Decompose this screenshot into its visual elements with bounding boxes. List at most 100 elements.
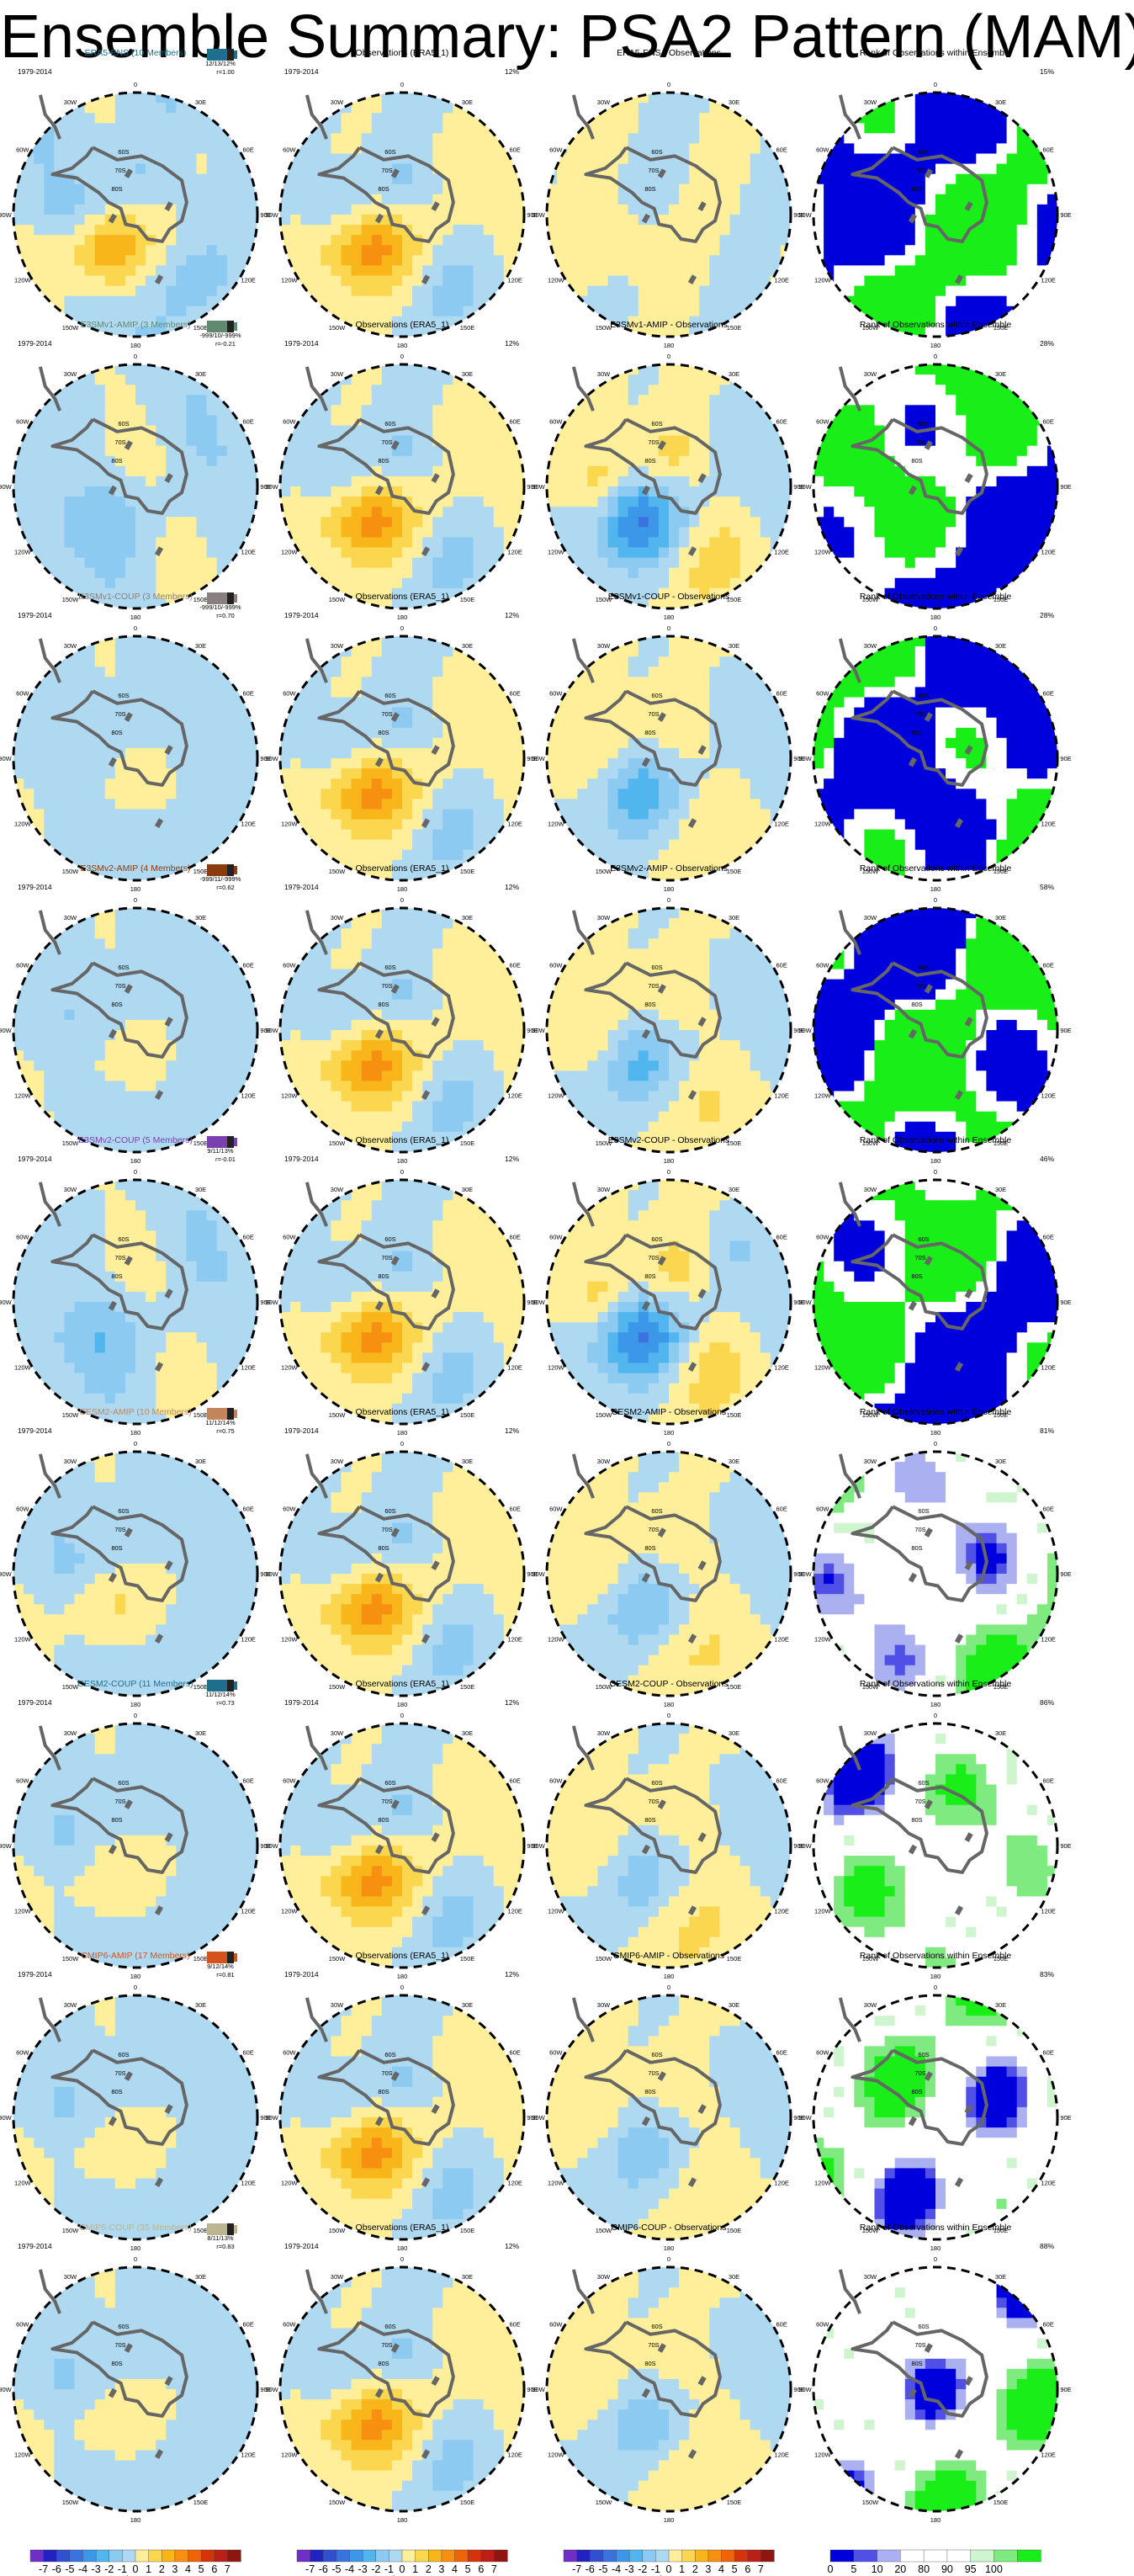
- antarctica-coastline: [584, 2320, 722, 2418]
- colorbar-tick: 5: [465, 2563, 471, 2575]
- lat-label: 60S: [118, 1235, 129, 1243]
- lon-label: 0: [667, 1168, 670, 1176]
- lon-label: 60W: [283, 962, 296, 969]
- lon-label: 0: [934, 1440, 937, 1447]
- lat-label: 70S: [114, 1798, 125, 1805]
- lon-label: 120W: [14, 549, 32, 556]
- lon-label: 90W: [265, 211, 278, 219]
- island: [431, 1288, 440, 1299]
- period-label: 1979-2014: [18, 1155, 52, 1163]
- lon-label: 30E: [195, 1458, 206, 1465]
- colorbar-tick: -6: [52, 2563, 61, 2575]
- map-grid-ens: [13, 1452, 257, 1696]
- lat-label: 60S: [651, 1507, 662, 1515]
- island: [390, 1527, 400, 1538]
- colorbar-swatch: [441, 2549, 456, 2563]
- lon-label: 30W: [64, 98, 77, 106]
- lon-label: 30W: [331, 1729, 344, 1737]
- south-america-coastline: [305, 2269, 328, 2314]
- colorbar-tick: -3: [358, 2563, 368, 2575]
- lon-label: 150E: [994, 324, 1009, 332]
- colorbar-tick: -2: [371, 2563, 380, 2575]
- island: [164, 201, 173, 211]
- south-america-coastline: [305, 1997, 328, 2042]
- lon-label: 150E: [460, 1139, 475, 1147]
- island: [164, 1288, 173, 1299]
- colorbar-tick: 1: [412, 2563, 418, 2575]
- map-boundary: [278, 91, 526, 338]
- lat-label: 70S: [381, 438, 392, 446]
- antarctica-coastline: [850, 1233, 988, 1330]
- model-swatch-end: [234, 1681, 237, 1690]
- colorbar-swatch: [970, 2549, 995, 2563]
- colorbar-swatch: [148, 2549, 162, 2563]
- difference-title: E3SMv2-COUP - Observations: [608, 1135, 730, 1145]
- lon-label: 30W: [597, 370, 611, 378]
- colorbar-swatch: [877, 2549, 901, 2563]
- observations-title: Observations (ERA5_1): [356, 592, 449, 602]
- difference-map: E3SMv2-AMIP - Observations 80S 70S 60S 0 30E 6…: [532, 863, 804, 1165]
- ensemble-title: CMIP6-COUP (35 Members): [79, 2223, 192, 2233]
- lon-label: 30W: [597, 1458, 611, 1465]
- lat-label: 70S: [914, 438, 925, 446]
- lon-label: 150E: [994, 596, 1009, 603]
- lon-label: 150E: [994, 2499, 1009, 2506]
- map-boundary: [278, 1450, 526, 1697]
- difference-map: CESM2-AMIP - Observations 80S 70S 60S 0 30E 60…: [532, 1407, 804, 1708]
- lon-label: 30E: [729, 914, 739, 922]
- observations-map: Observations (ERA5_1) 1979-2014 12% 80S 70S 6…: [265, 1135, 538, 1437]
- island: [657, 1527, 666, 1538]
- lon-label: 0: [667, 624, 670, 632]
- lon-label: 120W: [548, 1364, 565, 1372]
- island: [954, 2449, 964, 2459]
- lon-label: 120E: [507, 1636, 522, 1644]
- lon-label: 180: [664, 1973, 675, 1980]
- colorbar-tick: -5: [598, 2563, 607, 2575]
- lon-label: 150W: [329, 1683, 347, 1691]
- lat-label: 80S: [111, 1001, 122, 1008]
- map-grid-diff: [547, 1995, 791, 2239]
- island: [641, 2387, 650, 2398]
- colorbar-tick: -6: [586, 2563, 595, 2575]
- lon-label: 150W: [62, 868, 80, 875]
- observations-pct: 12%: [505, 883, 519, 891]
- lon-label: 0: [400, 1440, 404, 1447]
- south-america-coastline: [305, 1182, 328, 1227]
- lat-label: 60S: [384, 964, 395, 971]
- island: [431, 2104, 440, 2114]
- rank-map: Rank of Observations within Ensemble 15% 8…: [798, 48, 1071, 349]
- ensemble-title: CESM2-AMIP (10 Members): [79, 1407, 191, 1417]
- ensemble-map: E3SMv1-AMIP (3 Members) 1979-2014 -999/10/…: [0, 320, 272, 621]
- lon-label: 150W: [862, 1683, 880, 1691]
- lat-label: 80S: [378, 1544, 389, 1552]
- colorbar-tick: -4: [345, 2563, 354, 2575]
- lon-label: 150E: [193, 324, 209, 332]
- panel-row-e3smv1-amip: E3SMv1-AMIP (3 Members) 1979-2014 -999/10/…: [0, 320, 1072, 621]
- lon-label: 30W: [864, 642, 877, 650]
- lon-label: 120W: [281, 1364, 299, 1372]
- lat-label: 60S: [118, 148, 129, 156]
- lon-label: 120W: [548, 821, 565, 828]
- lon-label: 150E: [193, 1411, 209, 1419]
- lon-label: 0: [934, 353, 937, 360]
- lon-label: 120W: [281, 2180, 299, 2187]
- antarctica-coastline: [850, 961, 988, 1059]
- lon-label: 120E: [241, 821, 256, 828]
- panel-row-cesm2-coup: CESM2-COUP (11 Members) 1979-2014 11/12/14…: [0, 1679, 1072, 1980]
- island: [964, 745, 973, 755]
- lon-label: 0: [667, 353, 670, 360]
- model-swatch: [207, 49, 227, 61]
- colorbar-tick: -6: [319, 2563, 328, 2575]
- lat-label: 80S: [644, 1816, 655, 1824]
- island: [924, 2343, 933, 2353]
- south-america-coastline: [38, 910, 61, 955]
- lon-label: 60W: [16, 962, 29, 969]
- model-swatch-dark: [227, 1408, 234, 1420]
- colorbar-swatch: [668, 2549, 683, 2563]
- south-america-coastline: [838, 1997, 861, 2042]
- lon-label: 30W: [64, 2001, 77, 2009]
- map-boundary: [12, 2265, 259, 2513]
- lon-label: 90E: [527, 2114, 538, 2122]
- lon-label: 90W: [0, 1570, 13, 1578]
- lon-label: 60W: [16, 146, 29, 154]
